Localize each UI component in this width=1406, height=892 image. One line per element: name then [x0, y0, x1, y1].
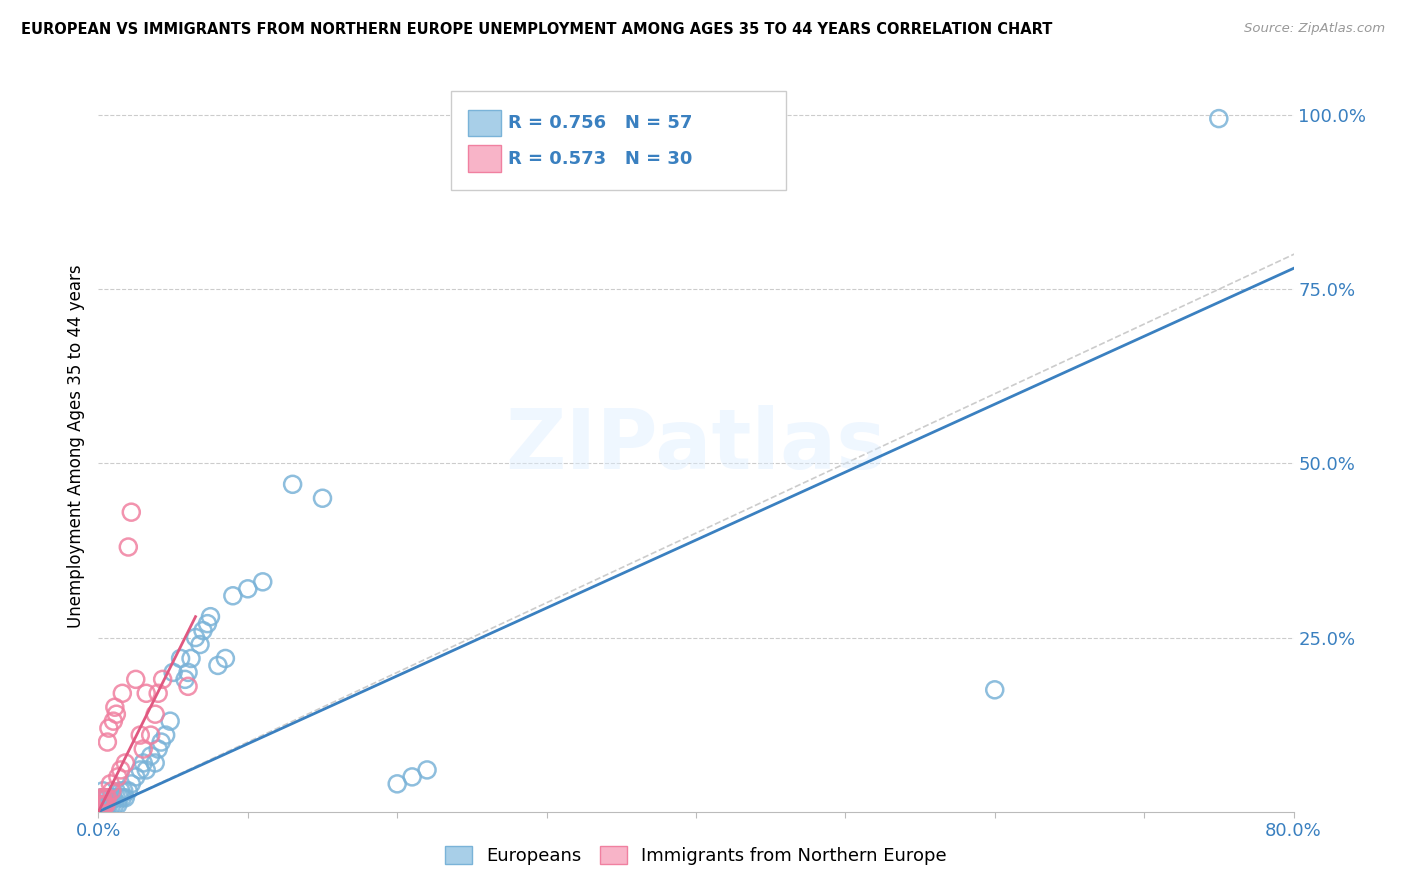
Point [107, 770, 129, 784]
Point [148, 686, 170, 700]
Point [94, 797, 117, 812]
Point [104, 797, 127, 812]
Point [222, 589, 245, 603]
Point [91, 790, 114, 805]
Point [184, 631, 207, 645]
Point [96, 797, 118, 812]
Legend: Europeans, Immigrants from Northern Europe: Europeans, Immigrants from Northern Euro… [437, 838, 955, 872]
Text: ZIPatlas: ZIPatlas [506, 406, 886, 486]
Point [401, 770, 423, 784]
Point [90, 797, 112, 812]
Point [111, 790, 134, 805]
Point [94, 790, 117, 805]
Point [96, 735, 118, 749]
Point [984, 682, 1007, 697]
Point [177, 665, 200, 680]
Point [114, 790, 136, 805]
Text: R = 0.756   N = 57: R = 0.756 N = 57 [509, 113, 693, 132]
Text: Source: ZipAtlas.com: Source: ZipAtlas.com [1244, 22, 1385, 36]
Point [281, 477, 304, 491]
Point [97, 797, 120, 812]
Point [110, 763, 132, 777]
Point [132, 742, 155, 756]
Point [125, 673, 148, 687]
Point [117, 540, 139, 554]
Point [107, 797, 129, 812]
Point [139, 749, 162, 764]
Point [152, 673, 174, 687]
Point [103, 714, 125, 728]
Point [174, 673, 197, 687]
Point [91, 790, 114, 805]
Point [120, 505, 142, 519]
Point [159, 714, 181, 728]
Point [311, 491, 333, 506]
Point [111, 686, 134, 700]
Point [125, 770, 148, 784]
Point [96, 790, 118, 805]
Point [236, 582, 259, 596]
Point [104, 700, 127, 714]
Point [162, 665, 184, 680]
Point [97, 721, 120, 735]
Point [129, 763, 152, 777]
Point [100, 777, 122, 791]
Point [89, 797, 111, 812]
Point [117, 784, 139, 798]
Point [252, 574, 274, 589]
Point [105, 790, 128, 805]
Point [148, 742, 170, 756]
Point [169, 651, 191, 665]
Point [139, 728, 162, 742]
Point [114, 756, 136, 770]
Point [103, 790, 125, 805]
Point [94, 790, 117, 805]
Point [90, 790, 112, 805]
FancyBboxPatch shape [468, 145, 501, 171]
Text: EUROPEAN VS IMMIGRANTS FROM NORTHERN EUROPE UNEMPLOYMENT AMONG AGES 35 TO 44 YEA: EUROPEAN VS IMMIGRANTS FROM NORTHERN EUR… [21, 22, 1053, 37]
Point [96, 790, 118, 805]
Point [135, 763, 157, 777]
Point [91, 784, 114, 798]
Point [416, 763, 439, 777]
Point [129, 728, 152, 742]
Point [93, 797, 115, 812]
Point [93, 797, 115, 812]
Point [197, 616, 219, 631]
Point [180, 651, 202, 665]
Point [207, 658, 229, 673]
Point [191, 624, 214, 638]
Point [177, 679, 200, 693]
Point [101, 784, 124, 798]
FancyBboxPatch shape [468, 110, 501, 136]
Point [385, 777, 409, 791]
Point [143, 707, 166, 722]
Point [89, 797, 111, 812]
Point [143, 756, 166, 770]
Point [132, 756, 155, 770]
Point [100, 790, 122, 805]
FancyBboxPatch shape [451, 91, 786, 190]
Text: R = 0.573   N = 30: R = 0.573 N = 30 [509, 150, 693, 168]
Point [94, 797, 117, 812]
Point [90, 790, 112, 805]
Point [214, 651, 236, 665]
Point [93, 790, 115, 805]
Point [108, 790, 131, 805]
Point [150, 735, 173, 749]
Point [112, 784, 135, 798]
Point [188, 638, 211, 652]
Point [110, 784, 132, 798]
Point [200, 609, 222, 624]
Point [155, 728, 177, 742]
Point [105, 707, 128, 722]
Point [135, 686, 157, 700]
Point [120, 777, 142, 791]
Y-axis label: Unemployment Among Ages 35 to 44 years: Unemployment Among Ages 35 to 44 years [66, 264, 84, 628]
Point [101, 797, 124, 812]
Point [1208, 112, 1230, 126]
Point [91, 797, 114, 812]
